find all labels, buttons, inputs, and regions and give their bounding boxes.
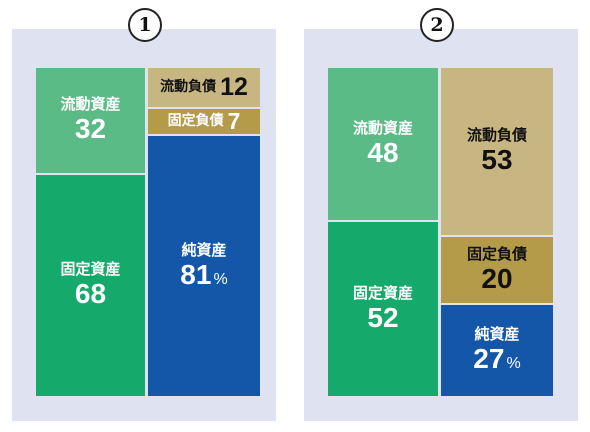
net-assets-label-2: 純資産: [474, 325, 520, 344]
fixed-assets-block-2: 固定資産 52: [328, 222, 438, 396]
fixed-liabilities-block-2: 固定負債 20: [441, 237, 553, 303]
current-assets-label-2: 流動資産: [352, 118, 413, 137]
current-assets-label-1: 流動資産: [60, 95, 121, 114]
fixed-liabilities-block-1: 固定負債 7: [148, 108, 260, 135]
current-assets-value-1: 32: [74, 113, 107, 145]
net-assets-value-2: 27: [473, 343, 505, 375]
net-assets-value-1: 81: [180, 258, 212, 290]
net-assets-figure-2: 27%: [473, 343, 520, 375]
net-assets-label-1: 純資産: [181, 240, 227, 259]
fixed-liabilities-value-1: 7: [227, 108, 241, 135]
fixed-assets-label-1: 固定資産: [60, 260, 121, 279]
current-liabilities-value-1: 12: [220, 73, 248, 102]
fixed-assets-block-1: 固定資産 68: [36, 175, 145, 396]
net-assets-figure-1: 81%: [180, 259, 227, 291]
current-liabilities-value-2: 53: [481, 144, 513, 176]
current-liabilities-block-2: 流動負債 53: [441, 68, 553, 235]
diagram-number-badge-2: 2: [420, 8, 454, 42]
fixed-liabilities-value-2: 20: [481, 262, 513, 294]
net-assets-unit-2: %: [506, 355, 521, 373]
net-assets-block-1: 純資産 81%: [148, 136, 260, 396]
current-liabilities-block-1: 流動負債 12: [148, 68, 260, 107]
diagram-number-badge-1: 1: [128, 8, 162, 42]
fixed-assets-value-2: 52: [367, 301, 399, 333]
current-liabilities-label-1: 流動負債: [160, 79, 217, 96]
current-assets-value-2: 48: [367, 136, 399, 168]
current-liabilities-label-2: 流動負債: [466, 126, 527, 145]
net-assets-block-2: 純資産 27%: [441, 305, 553, 396]
current-assets-block-1: 流動資産 32: [36, 68, 145, 173]
current-assets-block-2: 流動資産 48: [328, 68, 438, 220]
fixed-assets-label-2: 固定資産: [352, 283, 413, 302]
net-assets-unit-1: %: [213, 270, 228, 288]
fixed-liabilities-label-1: 固定負債: [167, 113, 224, 130]
fixed-assets-value-1: 68: [74, 278, 107, 310]
fixed-liabilities-label-2: 固定負債: [466, 244, 527, 263]
